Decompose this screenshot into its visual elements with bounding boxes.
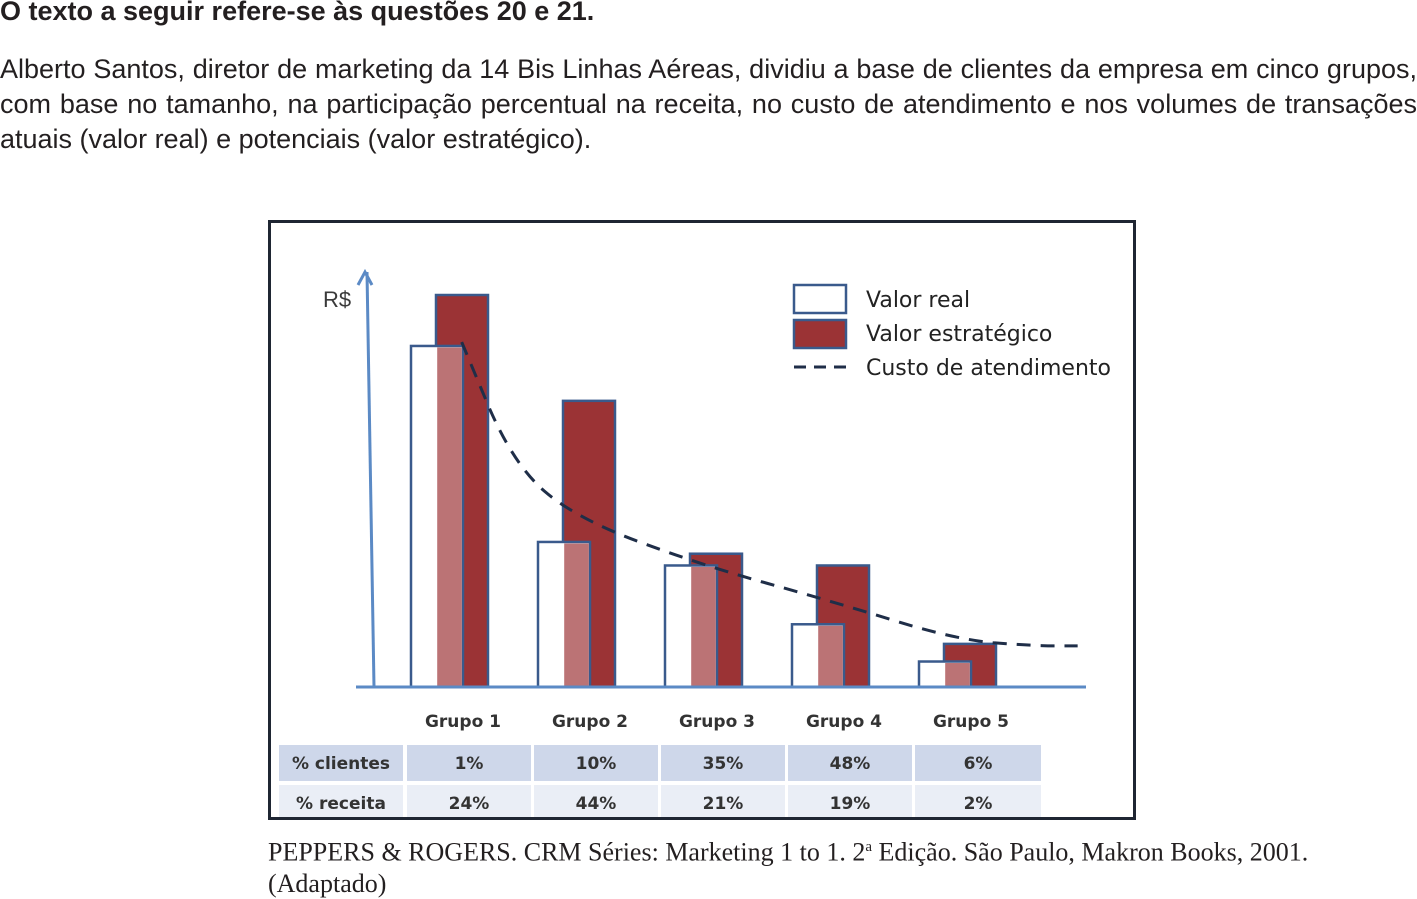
citation-text-after: Edição. São Paulo, Makron Books, 2001. (… — [268, 837, 1309, 898]
y-axis-label: R$ — [323, 287, 351, 312]
table-cell: 6% — [964, 754, 993, 774]
table-cell-bg — [407, 785, 531, 817]
table-cell-bg — [279, 745, 403, 781]
axes-layer: R$ — [323, 268, 1086, 689]
citation-superscript: a — [865, 839, 873, 855]
table-cell-bg — [915, 745, 1041, 781]
table-row-label: % receita — [296, 794, 386, 814]
category-label-1: Grupo 1 — [425, 712, 501, 732]
citation-text-before: PEPPERS & ROGERS. CRM Séries: Marketing … — [268, 837, 866, 867]
bar-overlap-4 — [818, 625, 843, 687]
table-cell-bg — [661, 785, 785, 817]
category-label-2: Grupo 2 — [552, 712, 628, 732]
y-axis-arrow — [356, 268, 374, 286]
data-table: % clientes 1% 10% 35% 48% 6% % receita 24% 44% 21… — [279, 745, 1041, 817]
legend-label-3: Custo de atendimento — [866, 356, 1111, 381]
table-cell: 48% — [830, 754, 871, 774]
line-custo-atendimento — [460, 341, 1078, 648]
table-row-label: % clientes — [292, 754, 390, 774]
category-label-5: Grupo 5 — [933, 712, 1009, 732]
table-cell: 19% — [830, 794, 871, 814]
chart-frame: R$ Grupo 1 Grupo 2 Grupo 3 Grupo 4 Grupo 5 %… — [268, 220, 1136, 820]
chart-svg: R$ Grupo 1 Grupo 2 Grupo 3 Grupo 4 Grupo 5 %… — [279, 268, 1111, 817]
bar-overlap-1 — [437, 347, 462, 687]
table-cell: 44% — [576, 794, 617, 814]
intro-paragraph: Alberto Santos, diretor de marketing da … — [0, 54, 1417, 154]
question-heading: O texto a seguir refere-se às questões 2… — [0, 0, 595, 26]
table-cell: 21% — [703, 794, 744, 814]
legend-swatch-valor-real — [792, 283, 848, 315]
source-citation: PEPPERS & ROGERS. CRM Séries: Marketing … — [268, 832, 1328, 899]
table-cell-bg — [407, 745, 531, 781]
bars-layer — [409, 293, 998, 689]
table-cell: 10% — [576, 754, 617, 774]
legend-swatch-valor-estrategico — [792, 318, 848, 350]
bar-overlap-2 — [564, 543, 589, 687]
bar-overlap-3 — [691, 566, 716, 687]
legend: Valor real Valor estratégico Custo de aten… — [792, 283, 1111, 381]
table-cell-bg — [534, 745, 658, 781]
table-cell: 35% — [703, 754, 744, 774]
category-label-4: Grupo 4 — [806, 712, 882, 732]
table-cell: 1% — [455, 754, 484, 774]
line-layer — [460, 341, 1078, 648]
table-cell: 2% — [964, 794, 993, 814]
category-label-3: Grupo 3 — [679, 712, 755, 732]
bar-overlap-5 — [945, 663, 970, 687]
y-axis — [365, 271, 376, 688]
table-cell-bg — [915, 785, 1041, 817]
table-cell-bg — [788, 745, 912, 781]
category-labels: Grupo 1 Grupo 2 Grupo 3 Grupo 4 Grupo 5 — [425, 712, 1009, 732]
table-cell-bg — [661, 745, 785, 781]
table-cell-bg — [534, 785, 658, 817]
table-cell: 24% — [449, 794, 490, 814]
table-cell-bg — [788, 785, 912, 817]
legend-label-2: Valor estratégico — [866, 322, 1052, 347]
legend-label-1: Valor real — [866, 288, 970, 313]
table-cell-bg — [279, 785, 403, 817]
